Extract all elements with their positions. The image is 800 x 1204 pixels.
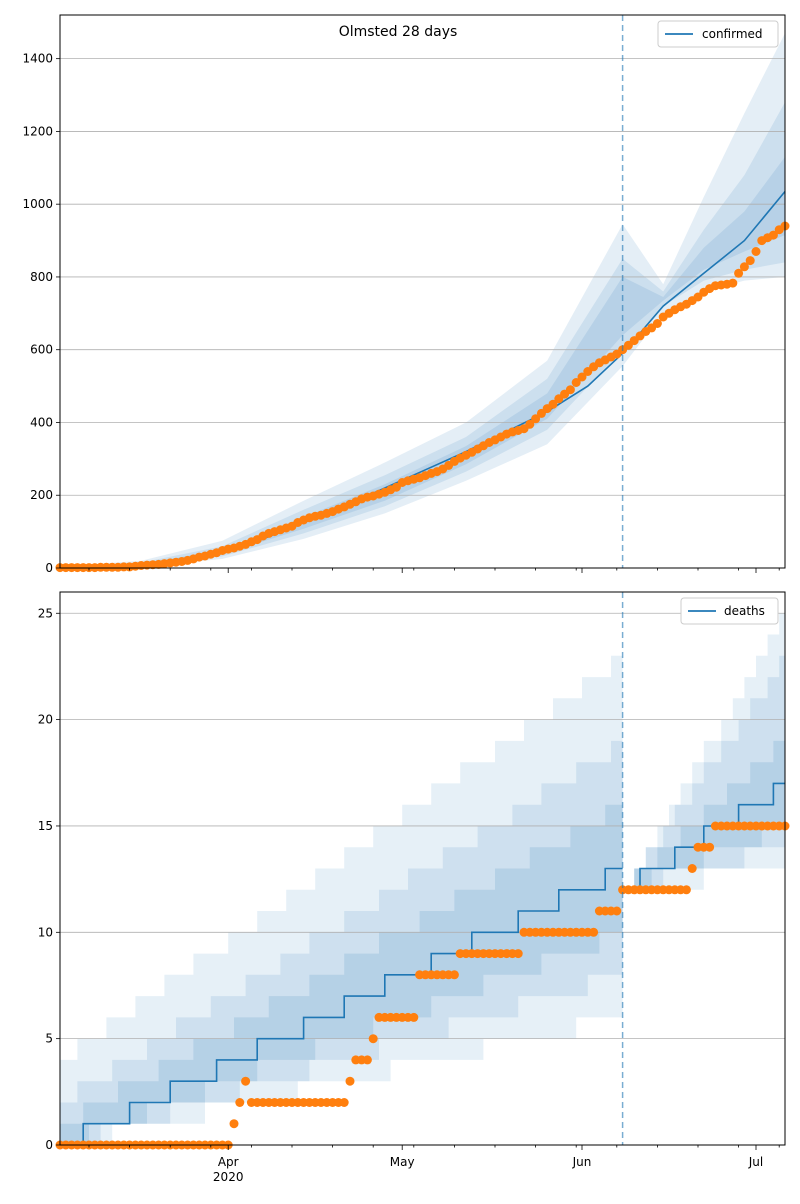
deaths-gridlines [60,612,785,1040]
deaths-y-tick-label: 15 [38,819,53,833]
deaths-confidence-bands [60,613,785,1145]
confirmed-median-path [59,190,786,569]
confirmed-gridlines [60,58,785,496]
confirmed-band-2 [60,156,785,568]
deaths-point [705,842,715,852]
deaths-point [241,1076,251,1086]
deaths-x-tick-label: May [390,1155,415,1169]
deaths-band-inner [60,804,623,1145]
confirmed-point [728,278,738,288]
deaths-point [513,949,523,959]
deaths-y-tick-label: 25 [38,606,53,620]
confirmed-point [577,372,587,382]
confirmed-y-ticks: 0 200 400 600 800 1000 1200 1400 [22,52,60,575]
deaths-forecast-band-outer [622,613,785,890]
deaths-x-tick-label: Jun [572,1155,592,1169]
confirmed-band-0 [60,33,785,568]
deaths-forecast-band-mid [622,655,785,890]
confirmed-y-tick-label: 800 [30,270,53,284]
confirmed-observed-points [55,221,790,573]
confirmed-y-tick-label: 1000 [22,197,53,211]
deaths-point [229,1119,239,1129]
confirmed-y-tick-label: 600 [30,343,53,357]
deaths-point [345,1076,355,1086]
confirmed-confidence-bands [60,33,785,569]
confirmed-point [652,319,662,328]
deaths-panel: 0 5 10 15 20 25 Apr May Jun Jul 2020 deaths [38,591,790,1184]
confirmed-legend-label: confirmed [702,27,763,41]
confirmed-point [734,268,744,278]
confirmed-x-ticks [88,568,780,573]
deaths-band-outer [60,655,623,1145]
chart-title: Olmsted 28 days [339,24,458,40]
deaths-point [339,1098,349,1107]
deaths-y-tick-label: 5 [45,1032,53,1046]
deaths-y-tick-label: 0 [45,1138,53,1152]
deaths-point [612,906,622,916]
confirmed-y-tick-label: 400 [30,415,53,429]
confirmed-point [525,419,535,429]
confirmed-point [548,399,558,409]
confirmed-y-tick-label: 200 [30,488,53,502]
confirmed-point [571,378,581,387]
confirmed-point [739,262,749,272]
confirmed-point [745,256,755,266]
deaths-x-tick-label: Apr [218,1155,239,1169]
confirmed-y-tick-label: 1200 [22,124,53,138]
deaths-median-fit [60,867,623,1146]
confirmed-point [565,385,575,395]
confirmed-legend: confirmed [657,20,779,48]
deaths-x-ticks: Apr May Jun Jul 2020 [88,1145,780,1184]
confirmed-point [751,247,761,256]
deaths-point [589,927,599,937]
deaths-x-year-label: 2020 [213,1170,244,1184]
deaths-axes-frame [59,591,786,1146]
deaths-forecast-band-inner [622,740,785,890]
deaths-point [681,885,691,895]
deaths-median-forecast [622,782,785,891]
deaths-y-tick-label: 10 [38,925,53,939]
confirmed-point [531,414,541,424]
confirmed-median-line [59,190,786,569]
confirmed-y-tick-label: 0 [45,561,53,575]
deaths-band-mid [60,740,623,1145]
deaths-point [687,864,697,873]
confirmed-axes-frame [59,14,786,569]
deaths-point [409,1012,419,1022]
confirmed-y-tick-label: 1400 [22,52,53,66]
deaths-y-tick-label: 20 [38,713,53,727]
deaths-point [449,970,459,980]
deaths-legend: deaths [680,597,779,625]
deaths-legend-label: deaths [724,604,765,618]
deaths-x-tick-label: Jul [748,1155,763,1169]
deaths-point [368,1034,378,1044]
deaths-point [235,1098,245,1107]
confirmed-panel: 0 200 400 600 800 1000 1200 1400 Olmsted 28 day… [22,14,790,575]
deaths-median-line [60,782,785,1146]
confirmed-point [768,230,778,240]
deaths-y-ticks: 0 5 10 15 20 25 [38,606,60,1152]
deaths-point [362,1055,372,1065]
